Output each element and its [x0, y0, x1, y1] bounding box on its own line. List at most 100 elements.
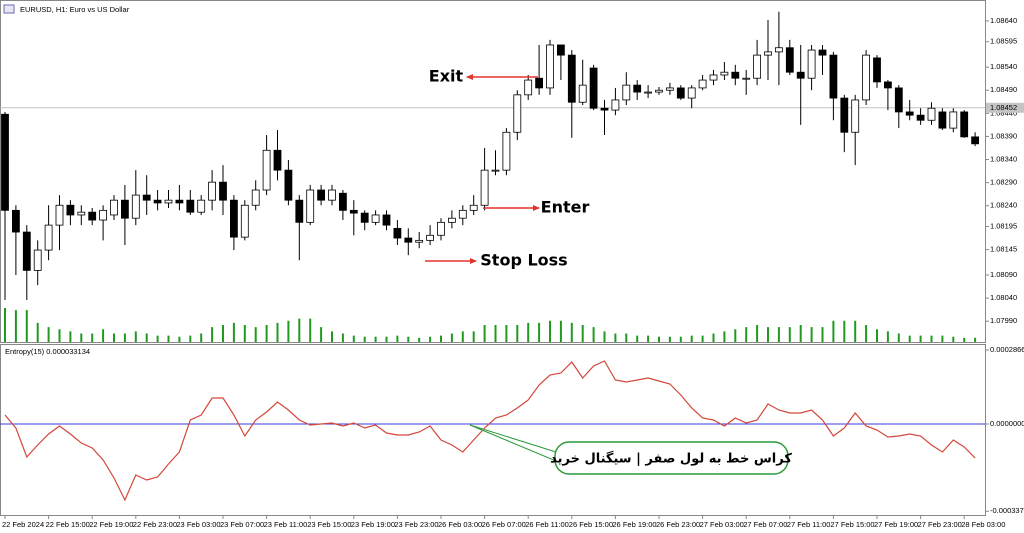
candle-body — [447, 217, 456, 223]
candle-body — [611, 99, 620, 111]
candle-body — [371, 214, 380, 223]
candle-body — [469, 204, 478, 211]
candle-body — [971, 136, 979, 145]
candle-body — [491, 169, 500, 172]
x-tick-label: 27 Feb 19:00 — [874, 520, 918, 529]
candle-body — [262, 149, 271, 191]
candle-body — [33, 249, 42, 271]
candle-body — [295, 199, 304, 223]
candle-body — [317, 189, 326, 201]
candle-body — [753, 54, 761, 79]
candle-body — [720, 71, 729, 76]
x-tick-label: 22 Feb 23:00 — [133, 520, 177, 529]
candle-body — [349, 209, 358, 214]
candle-body — [55, 204, 64, 226]
candle-body — [524, 79, 533, 96]
x-tick-label: 26 Feb 23:00 — [656, 520, 700, 529]
candle-body — [480, 169, 489, 206]
y-tick-label: 1.08540 — [990, 62, 1017, 71]
indicator-title: Entropy(15) 0.000033134 — [5, 347, 90, 356]
candle-body — [328, 189, 336, 201]
chart-title: EURUSD, H1: Euro vs US Dollar — [20, 5, 130, 14]
candle-body — [622, 84, 631, 101]
candle-body — [273, 149, 282, 171]
candle-body — [1, 113, 9, 211]
x-tick-label: 23 Feb 23:00 — [394, 520, 438, 529]
candle-body — [11, 209, 20, 233]
main-pane — [0, 0, 986, 343]
candle-body — [426, 234, 435, 241]
x-tick-label: 23 Feb 15:00 — [307, 520, 351, 529]
candle-body — [240, 204, 249, 238]
x-tick-label: 22 Feb 15:00 — [46, 520, 90, 529]
candle-body — [600, 107, 609, 111]
x-tick-label: 23 Feb 19:00 — [351, 520, 395, 529]
candle-body — [251, 189, 260, 206]
candle-body — [44, 224, 53, 251]
annotation: Stop Loss — [480, 251, 567, 270]
candle-body — [655, 89, 663, 93]
y-tick-label: 1.08640 — [990, 16, 1017, 25]
candle-body — [175, 199, 184, 204]
entropy-line — [4, 360, 976, 502]
candle-body — [894, 87, 903, 113]
y-tick-label: 1.07990 — [990, 316, 1017, 325]
x-tick-label: 26 Feb 15:00 — [569, 520, 613, 529]
candle-body — [764, 51, 772, 56]
candle-body — [99, 209, 107, 221]
candle-body — [153, 199, 162, 204]
candle-body — [796, 71, 805, 79]
candle-body — [644, 91, 652, 94]
x-tick-label: 28 Feb 03:00 — [961, 520, 1005, 529]
candle-body — [818, 49, 827, 56]
x-tick-label: 26 Feb 19:00 — [612, 520, 656, 529]
candle-body — [862, 54, 870, 101]
candle-body — [502, 131, 511, 171]
candle-body — [775, 47, 783, 53]
candle-body — [927, 107, 936, 121]
candle-body — [513, 94, 522, 133]
candle-body — [77, 211, 86, 216]
candle-body — [589, 67, 598, 109]
candle-body — [142, 194, 151, 201]
candle-body — [208, 181, 217, 201]
x-tick-label: 26 Feb 03:00 — [438, 520, 482, 529]
candle-body — [382, 214, 391, 226]
callout-box — [554, 441, 789, 475]
candle-body — [338, 192, 347, 211]
candle-body — [88, 211, 97, 221]
candle-body — [633, 84, 642, 93]
candle-body — [916, 114, 925, 121]
candle-body — [960, 111, 969, 138]
current-price-label: 1.08452 — [990, 103, 1017, 112]
x-tick-label: 22 Feb 19:00 — [89, 520, 133, 529]
x-tick-label: 27 Feb 11:00 — [787, 520, 831, 529]
candle-body — [404, 237, 413, 243]
candle-body — [698, 79, 707, 89]
candle-body — [829, 54, 838, 99]
current-price-box — [986, 102, 1024, 113]
y-tick-label: 0.0000000 — [990, 419, 1024, 428]
candle-body — [121, 199, 129, 219]
candle-body — [851, 99, 860, 133]
annotation: Exit — [429, 67, 464, 86]
y-tick-label: 1.08040 — [990, 293, 1017, 302]
x-tick-label: 22 Feb 2024 — [2, 520, 44, 529]
x-tick-label: 26 Feb 11:00 — [525, 520, 569, 529]
candle-body — [458, 209, 467, 219]
y-tick-label: 1.08490 — [990, 85, 1017, 94]
candle-body — [131, 194, 140, 219]
candle-body — [164, 199, 173, 204]
candle-body — [546, 44, 554, 89]
candle-body — [873, 57, 881, 83]
y-tick-label: 1.08240 — [990, 201, 1017, 210]
x-tick-label: 26 Feb 07:00 — [482, 520, 526, 529]
y-tick-label: 1.08390 — [990, 131, 1017, 140]
y-tick-label: 1.08195 — [990, 221, 1017, 230]
y-tick-label: -0.00033783 — [990, 506, 1024, 515]
y-tick-label: 1.08090 — [990, 270, 1017, 279]
x-tick-label: 23 Feb 03:00 — [176, 520, 220, 529]
x-tick-label: 27 Feb 07:00 — [743, 520, 787, 529]
candle-body — [284, 169, 293, 201]
